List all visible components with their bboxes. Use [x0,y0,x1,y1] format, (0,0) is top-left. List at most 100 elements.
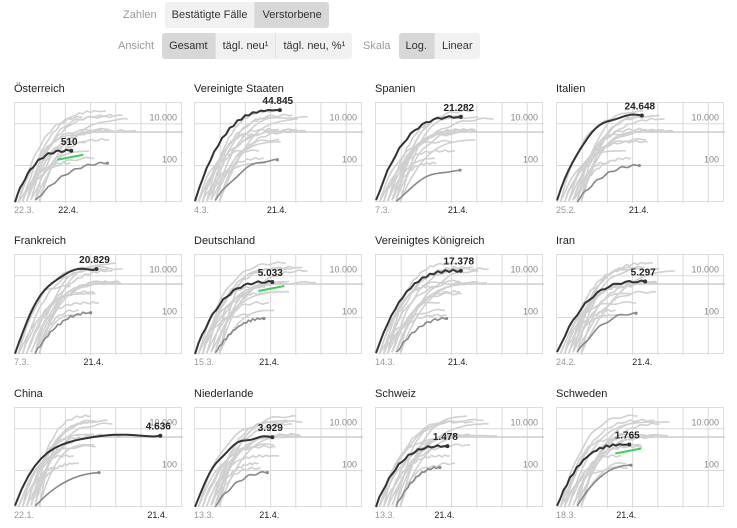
background-series-line [26,133,86,202]
background-series-line [387,283,472,354]
highlight-series-line [556,443,630,507]
last-value-label: 4.636 [146,422,171,433]
chart-svg: 10.000 100 1.478 [375,408,544,508]
chart-panel: Italien 10.000 100 24.648 25.2. 21.4. [556,82,725,215]
panel-title: Schweiz [375,388,416,400]
background-series-line [201,156,264,203]
x-end-label: 22.4. [58,205,79,215]
last-value-label: 21.282 [444,103,475,114]
background-series-line [399,301,440,354]
background-series-line [559,414,638,508]
plot-area: 10.000 100 5.033 [194,254,363,355]
panel-title: Spanien [375,83,416,95]
chart-panel: Spanien 10.000 100 21.282 7.3. 21.4. [375,82,544,215]
background-series-line [214,301,269,353]
ansicht-option-taegl-neu[interactable]: tägl. neu¹ [215,33,277,59]
ansicht-option-gesamt[interactable]: Gesamt [162,33,216,59]
x-start-label: 25.2. [556,205,577,215]
zahlen-option-verstorbene[interactable]: Verstorbene [255,2,329,28]
plot-area: 10.000 100 3.929 [194,407,363,508]
background-series-line [399,466,432,506]
background-series-line [382,443,471,508]
reference-series-end-dot [275,158,279,162]
chart-svg: 10.000 100 510 [14,103,183,203]
x-end-label: 21.4. [259,357,280,367]
panel-title: Niederlande [194,388,254,400]
highlight-series-end-dot [270,435,275,440]
background-series-line [206,454,280,507]
highlight-series-line [556,113,642,201]
x-end-label: 21.4. [632,357,653,367]
skala-option-log[interactable]: Log. [398,33,435,59]
background-series-line [26,269,113,354]
reference-series-line [395,465,440,508]
chart-panel: China 10.000 100 4.636 22.1. 21.4. [14,387,183,520]
y-tick-label: 10.000 [329,265,357,275]
background-series-line [391,454,450,506]
reference-series-line [395,316,447,353]
highlight-series-end-dot [94,267,99,272]
highlight-series-line [375,444,448,508]
y-tick-label: 100 [523,307,538,317]
last-value-label: 5.297 [631,267,656,278]
y-tick-label: 10.000 [510,265,538,275]
background-series-line [218,118,298,202]
background-series-line [26,131,96,202]
reference-series-line [34,471,100,507]
highlight-series-line [14,267,97,355]
background-series-line [34,309,79,353]
ansicht-option-taegl-neu-prozent[interactable]: tägl. neu, %¹ [276,33,353,59]
y-tick-label: 100 [523,155,538,165]
background-series-line [210,130,291,201]
background-series-line [21,454,74,508]
plot-area: 10.000 100 1.765 [556,407,725,508]
plot-area: 10.000 100 17.378 [375,254,544,355]
zahlen-option-bestaetigte[interactable]: Bestätigte Fälle [164,2,256,28]
x-end-label: 21.4. [447,205,468,215]
x-end-label: 21.4. [616,510,637,520]
x-start-label: 7.3. [375,205,391,215]
chart-panel: Deutschland 10.000 100 5.033 15.3. 21.4. [194,234,363,367]
panel-title: China [14,388,43,400]
plot-area: 10.000 100 4.636 [14,407,183,508]
reference-series-line [214,158,278,201]
x-end-label: 21.4. [266,205,287,215]
background-series-line [38,150,90,202]
plot-area: 10.000 100 20.829 [14,254,183,355]
chart-svg: 10.000 100 44.845 [194,96,363,203]
x-start-label: 13.3. [194,510,215,520]
highlight-series-line [194,435,273,508]
background-series-line [210,113,293,201]
panel-title: Iran [556,235,575,247]
chart-svg: 10.000 100 20.829 [14,255,183,355]
background-series-line [197,443,275,508]
background-series-line [580,292,633,354]
background-series-line [34,280,120,353]
background-series-line [580,133,623,202]
highlight-series-line [375,115,461,201]
reference-series-end-dot [634,311,638,315]
background-series-line [26,292,96,354]
y-tick-label: 100 [342,460,357,470]
last-value-label: 20.829 [79,255,110,266]
highlight-series-line [14,148,72,203]
highlight-series-end-dot [639,113,644,118]
y-tick-label: 10.000 [329,113,357,123]
reference-series-line [576,312,637,353]
panel-title: Vereinigte Staaten [194,83,284,95]
chart-svg: 10.000 100 5.297 [556,255,725,355]
skala-option-linear[interactable]: Linear [434,33,480,59]
reference-series-line [395,169,461,203]
ansicht-segmented: Gesamt tägl. neu¹ tägl. neu, %¹ [162,33,353,59]
background-series-line [399,116,479,202]
ansicht-label: Ansicht [118,40,155,52]
background-series-line [38,443,95,507]
chart-svg: 10.000 100 21.282 [375,103,544,203]
zahlen-label: Zahlen [123,9,157,21]
x-start-label: 4.3. [194,205,210,215]
plot-area: 10.000 100 44.845 [194,96,363,203]
reference-series-end-dot [458,168,462,172]
zahlen-segmented: Bestätigte Fälle Verstorbene [164,2,329,28]
chart-svg: 10.000 100 24.648 [556,102,725,203]
x-start-label: 22.3. [14,205,35,215]
